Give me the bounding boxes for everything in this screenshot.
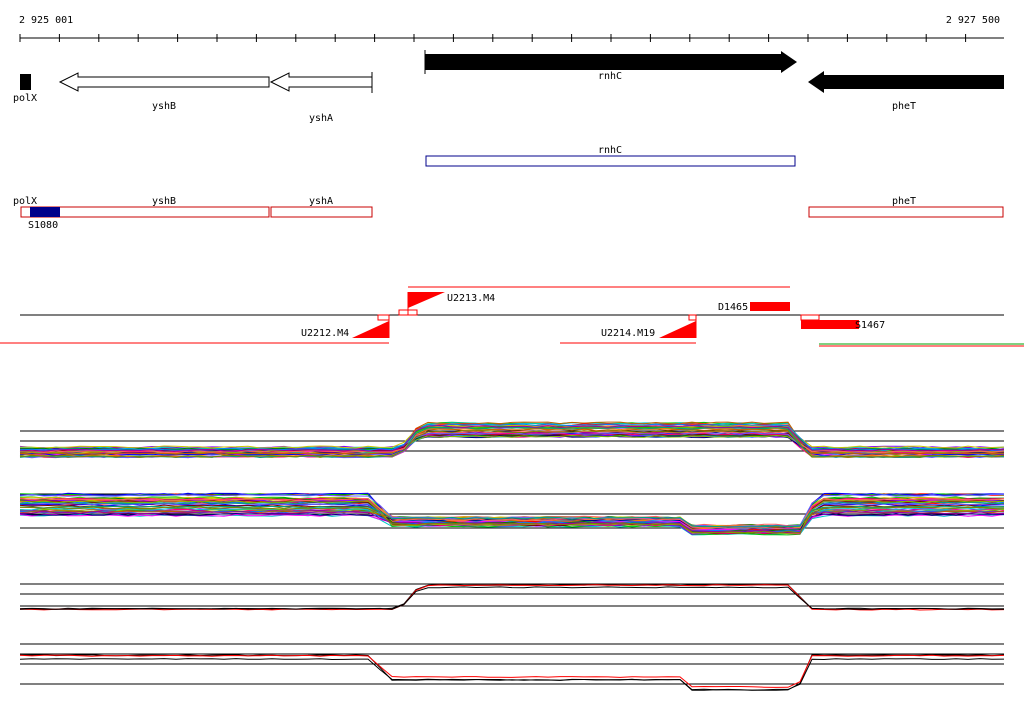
terminator-U2214-M19[interactable] [659, 321, 696, 338]
expression-profile-line [19, 428, 1005, 456]
annotation-box-yshA[interactable] [270, 206, 373, 218]
expression-profile-line [20, 424, 1005, 449]
gene-label-pheT: pheT [892, 101, 916, 112]
transcript-label: rnhC [598, 145, 622, 156]
expression-profile-line [19, 506, 1005, 534]
annotation-box-yshB[interactable] [20, 206, 270, 218]
box-S1467[interactable] [801, 320, 859, 329]
coordinate-ruler: 2 925 001 2 927 500 [19, 15, 1004, 42]
label-U2214-M19: U2214.M19 [601, 328, 655, 339]
gene-label-yshA: yshA [309, 113, 333, 124]
gene-yshA[interactable]: yshA [269, 72, 373, 124]
expression-profile-line [19, 430, 1005, 458]
gene-label-polX: polX [13, 93, 37, 104]
expression-panel-minus-strand [19, 492, 1005, 536]
expression-profile-line [19, 425, 1005, 452]
annotation-label-polX: polX [13, 196, 37, 207]
gene-track: polX yshB yshA rnhC pheT [13, 50, 1004, 124]
expression-profile-line [19, 584, 1005, 611]
expression-profile-line [19, 505, 1005, 528]
label-U2212-M4: U2212.M4 [301, 328, 349, 339]
annotation-label-yshA: yshA [309, 196, 333, 207]
gene-yshB[interactable]: yshB [58, 72, 270, 112]
expression-profile-line [19, 658, 1005, 691]
expression-profile-line [19, 501, 1005, 532]
expression-profile-line [19, 654, 1005, 691]
expression-profile-line [19, 493, 1005, 528]
coord-start-label: 2 925 001 [19, 15, 73, 26]
gene-label-yshB: yshB [152, 101, 176, 112]
label-D1465: D1465 [718, 302, 748, 313]
label-S1467: S1467 [855, 320, 885, 331]
summary-panel-minus-strand [19, 643, 1005, 691]
summary-panel-plus-strand [19, 583, 1005, 611]
annotation-track: polX yshB yshA pheT S1080 [13, 196, 1004, 231]
terminator-U2213-M4[interactable] [408, 292, 445, 308]
site-box-S1080[interactable] [30, 207, 60, 217]
annotation-label-yshB: yshB [152, 196, 176, 207]
terminator-track: U2213.M4 D1465 U2212.M4 U2214.M19 S1467 [0, 286, 1024, 347]
gene-rnhC[interactable]: rnhC [424, 50, 797, 82]
expression-profile-line [19, 500, 1005, 534]
annotation-label-pheT: pheT [892, 196, 916, 207]
label-U2213-M4: U2213.M4 [447, 293, 495, 304]
expression-profile-line [19, 498, 1005, 530]
terminator-U2212-M4[interactable] [352, 321, 389, 338]
expression-profile-line [19, 654, 1005, 688]
ruler-ticks [19, 34, 967, 42]
box-D1465[interactable] [750, 302, 790, 311]
expression-profile-line [19, 583, 1005, 610]
expression-profile-line [19, 586, 1004, 610]
transcript-track: rnhC [425, 145, 796, 167]
gene-pheT[interactable]: pheT [808, 71, 1004, 112]
transcript-rnhC[interactable]: rnhC [425, 145, 796, 167]
expression-panel-plus-strand [19, 421, 1005, 459]
site-label-S1080: S1080 [28, 220, 58, 231]
gene-polX[interactable]: polX [13, 74, 37, 104]
coord-end-label: 2 927 500 [946, 15, 1000, 26]
annotation-box-pheT[interactable] [808, 206, 1004, 218]
gene-label-rnhC: rnhC [598, 71, 622, 82]
